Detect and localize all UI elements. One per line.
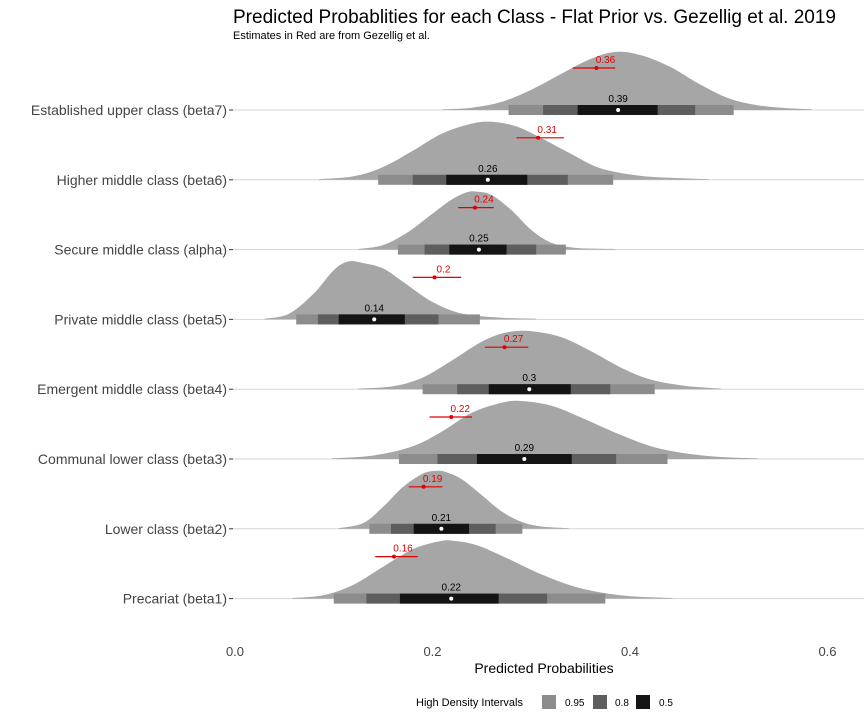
class-row: 0.25 0.24 bbox=[358, 191, 616, 255]
legend-label-80: 0.8 bbox=[615, 698, 629, 709]
y-tick-label: Higher middle class (beta6) bbox=[57, 172, 227, 188]
median-point bbox=[476, 247, 481, 252]
y-tick-label: Communal lower class (beta3) bbox=[38, 451, 227, 467]
median-point bbox=[449, 596, 454, 601]
legend-title: High Density Intervals bbox=[416, 697, 523, 709]
y-tick-label: Private middle class (beta5) bbox=[54, 311, 227, 327]
y-tick-label: Secure middle class (alpha) bbox=[54, 242, 227, 258]
prior-estimate-label: 0.19 bbox=[423, 474, 443, 485]
class-row: 0.39 0.36 bbox=[442, 51, 812, 115]
x-tick-label: 0.0 bbox=[226, 644, 244, 659]
legend-label-50: 0.5 bbox=[659, 698, 673, 709]
class-row: 0.14 0.2 bbox=[264, 261, 537, 325]
prior-estimate-label: 0.27 bbox=[504, 334, 524, 345]
flat-estimate-label: 0.3 bbox=[522, 373, 536, 384]
median-point bbox=[372, 317, 377, 322]
density-shape bbox=[318, 121, 709, 180]
legend-label-95: 0.95 bbox=[565, 698, 585, 709]
flat-estimate-label: 0.39 bbox=[608, 94, 628, 105]
class-row: 0.26 0.31 bbox=[318, 121, 709, 185]
median-point bbox=[485, 177, 490, 182]
y-tick-label: Established upper class (beta7) bbox=[31, 102, 227, 118]
y-tick-label: Emergent middle class (beta4) bbox=[37, 381, 227, 397]
class-row: 0.3 0.27 bbox=[358, 330, 721, 395]
legend-swatch-50 bbox=[636, 695, 650, 709]
prior-point bbox=[472, 205, 477, 210]
median-point bbox=[527, 387, 532, 392]
prior-point bbox=[449, 415, 454, 419]
hdi-bar-05 bbox=[338, 314, 405, 325]
legend: High Density Intervals 0.95 0.8 0.5 bbox=[416, 695, 673, 709]
prior-point bbox=[391, 554, 396, 559]
density-shape bbox=[331, 400, 759, 459]
density-shape bbox=[338, 470, 569, 529]
y-tick-label: Precariat (beta1) bbox=[123, 591, 227, 607]
y-tick-label: Lower class (beta2) bbox=[105, 521, 227, 537]
x-tick-label: 0.4 bbox=[621, 644, 639, 659]
x-axis-label: Predicted Probabilities bbox=[474, 660, 613, 676]
prior-estimate-label: 0.22 bbox=[451, 404, 471, 415]
plot-rows: 0.390.360.260.310.250.240.140.20.30.270.… bbox=[264, 51, 812, 604]
class-row: 0.21 0.19 bbox=[338, 470, 569, 534]
x-tick-label: 0.6 bbox=[818, 644, 836, 659]
x-tick-label: 0.2 bbox=[423, 644, 441, 659]
class-row: 0.29 0.22 bbox=[331, 400, 759, 464]
chart-subtitle: Estimates in Red are from Gezellig et al… bbox=[233, 30, 430, 42]
density-shape bbox=[358, 330, 721, 390]
prior-estimate-label: 0.36 bbox=[596, 55, 616, 66]
median-point bbox=[439, 526, 444, 531]
x-axis: 0.0 0.2 0.4 0.6 bbox=[226, 644, 837, 659]
prior-point bbox=[432, 275, 437, 280]
flat-estimate-label: 0.14 bbox=[365, 303, 385, 314]
legend-swatch-95 bbox=[542, 695, 556, 709]
flat-estimate-label: 0.25 bbox=[469, 234, 489, 245]
density-shape bbox=[292, 540, 673, 599]
legend-swatch-80 bbox=[593, 695, 607, 709]
prior-estimate-label: 0.24 bbox=[474, 195, 494, 206]
prior-estimate-label: 0.31 bbox=[537, 125, 557, 136]
prior-point bbox=[594, 66, 599, 70]
prior-estimate-label: 0.2 bbox=[437, 264, 451, 275]
density-shape bbox=[264, 261, 537, 320]
median-point bbox=[522, 457, 527, 461]
flat-estimate-label: 0.29 bbox=[515, 443, 535, 454]
flat-estimate-label: 0.22 bbox=[442, 583, 462, 594]
class-row: 0.22 0.16 bbox=[292, 540, 673, 604]
prior-point bbox=[421, 484, 426, 489]
chart-title: Predicted Probablities for each Class - … bbox=[233, 7, 836, 28]
density-shape bbox=[358, 191, 616, 250]
flat-estimate-label: 0.21 bbox=[432, 513, 452, 524]
density-shape bbox=[442, 51, 812, 110]
prior-point bbox=[536, 135, 541, 140]
median-point bbox=[616, 108, 621, 112]
prior-estimate-label: 0.16 bbox=[393, 544, 413, 555]
flat-estimate-label: 0.26 bbox=[478, 164, 498, 175]
y-axis: Established upper class (beta7) Higher mi… bbox=[31, 102, 233, 607]
prior-point bbox=[502, 345, 507, 350]
